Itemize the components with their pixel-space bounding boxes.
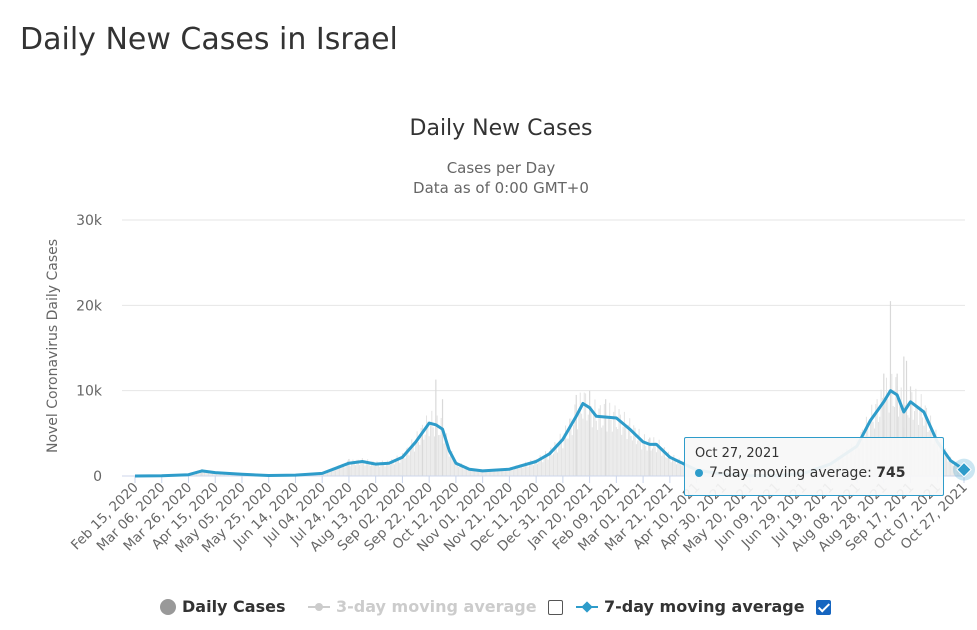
legend-daily-cases-label: Daily Cases: [182, 597, 286, 616]
gridlines: [122, 219, 965, 392]
y-axis-title: Novel Coronavirus Daily Cases: [45, 239, 61, 453]
legend-3-day-label: 3-day moving average: [336, 597, 537, 616]
y-tick-label: 10k: [76, 384, 103, 400]
hover-marker[interactable]: [953, 458, 975, 481]
chart-subtitle-line-1: Cases per Day: [447, 159, 556, 177]
tooltip-series-name: 7-day moving average: [709, 465, 868, 481]
legend-daily-cases-icon: [160, 598, 176, 615]
series-line-7-day-moving-average[interactable]: [134, 389, 965, 478]
tooltip-series-dot: [695, 469, 703, 477]
tooltip: Oct 27, 2021 7-day moving average: 745: [684, 437, 944, 496]
y-tick-label: 0: [93, 469, 102, 485]
page-title: Daily New Cases in Israel: [20, 22, 398, 57]
legend-item-3-day-moving-average[interactable]: 3-day moving average: [308, 597, 537, 616]
checkbox-7-day-moving-average[interactable]: [816, 600, 831, 615]
x-axis-ticks: [134, 476, 965, 483]
tooltip-value: 745: [876, 465, 906, 481]
legend-7-day-label: 7-day moving average: [604, 597, 805, 616]
legend-item-daily-cases[interactable]: Daily Cases: [160, 597, 285, 616]
checkbox-3-day-moving-average[interactable]: [548, 600, 563, 615]
legend-3-day-line-icon: [308, 602, 330, 611]
y-tick-label: 20k: [76, 298, 103, 314]
legend-7-day-line-icon: [576, 600, 598, 613]
chart-title: Daily New Cases: [410, 116, 593, 141]
chart-subtitle-line-2: Data as of 0:00 GMT+0: [413, 179, 589, 197]
y-tick-label: 30k: [76, 213, 103, 229]
tooltip-date: Oct 27, 2021: [695, 446, 780, 461]
legend-item-7-day-moving-average[interactable]: 7-day moving average: [576, 597, 805, 616]
hover-point[interactable]: [956, 461, 972, 478]
y-tick-labels: 0 10k 20k 30k: [76, 213, 103, 485]
